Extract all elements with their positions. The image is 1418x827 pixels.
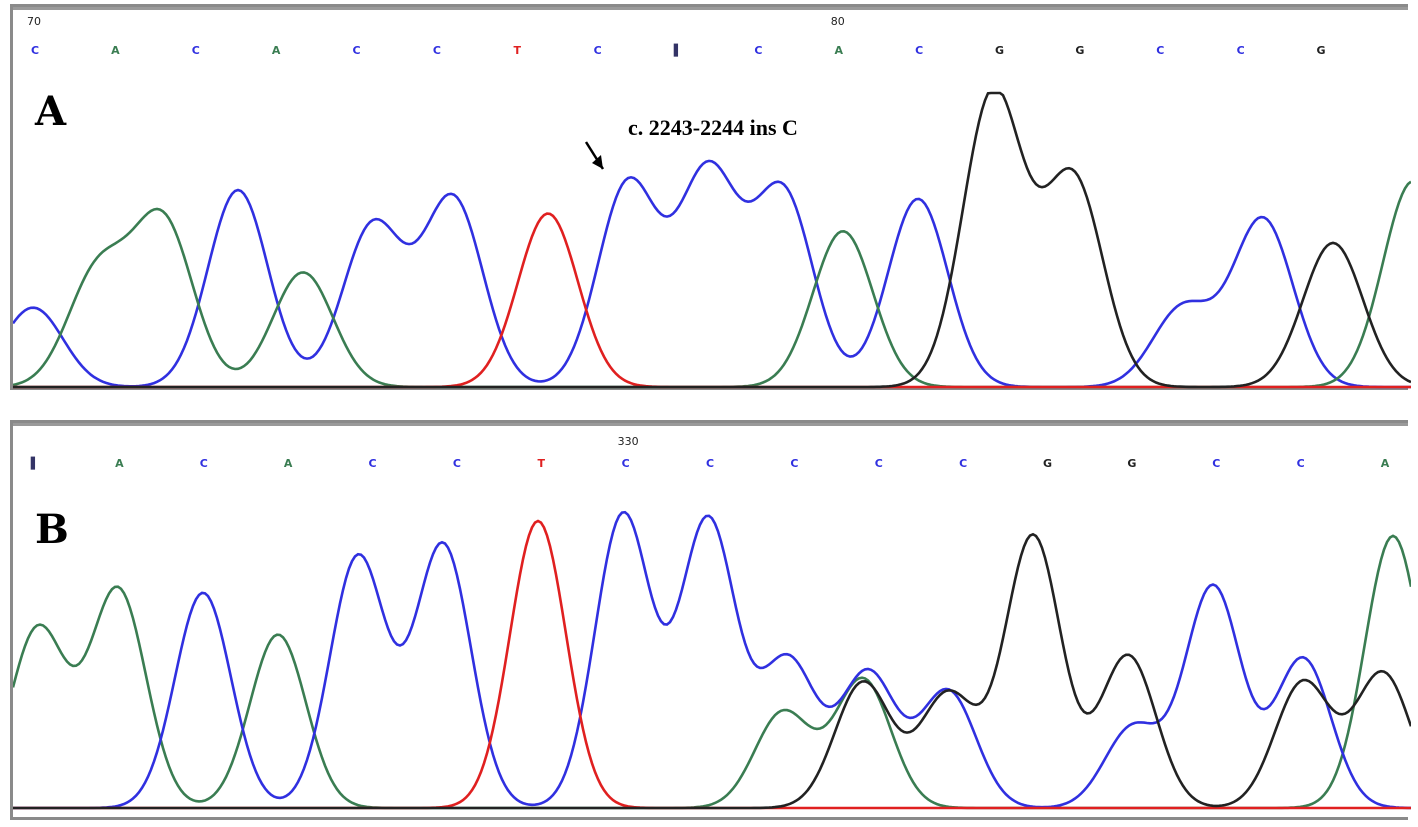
base-call-16: C bbox=[1297, 457, 1305, 470]
base-call-6: C bbox=[453, 457, 461, 470]
mutation-annotation: c. 2243-2244 ins C bbox=[628, 115, 798, 140]
annotation-arrow-head bbox=[592, 155, 603, 169]
base-call-13: G bbox=[1043, 457, 1052, 470]
trace-a bbox=[13, 534, 1411, 810]
trace-g bbox=[13, 532, 1411, 810]
base-call-14: G bbox=[1075, 44, 1084, 57]
chromatogram-panel-b: ▌ A C A C C T C C C C C G G C C A 330 B bbox=[10, 420, 1411, 820]
base-call-11: A bbox=[834, 44, 843, 57]
base-call-11: C bbox=[875, 457, 883, 470]
base-call-7: T bbox=[537, 457, 545, 470]
base-call-8: C bbox=[622, 457, 630, 470]
base-call-4: A bbox=[284, 457, 293, 470]
base-call-17: A bbox=[1381, 457, 1390, 470]
panel-label-b: B bbox=[35, 506, 69, 553]
trace-t bbox=[13, 519, 1411, 810]
base-call-10: C bbox=[754, 44, 762, 57]
base-call-7: T bbox=[513, 44, 521, 57]
base-call-2: A bbox=[111, 44, 120, 57]
base-call-6: C bbox=[433, 44, 441, 57]
base-call-15: C bbox=[1156, 44, 1164, 57]
base-call-8: C bbox=[594, 44, 602, 57]
panel-label-a: A bbox=[34, 88, 67, 135]
base-call-1: ▌ bbox=[30, 456, 39, 470]
trace-c bbox=[13, 510, 1411, 810]
position-marker-70: 70 bbox=[27, 15, 41, 28]
base-call-15: C bbox=[1212, 457, 1220, 470]
base-call-17: G bbox=[1316, 44, 1325, 57]
base-call-3: C bbox=[200, 457, 208, 470]
base-call-12: C bbox=[915, 44, 923, 57]
base-call-1: C bbox=[31, 44, 39, 57]
base-call-13: G bbox=[995, 44, 1004, 57]
position-marker-80: 80 bbox=[831, 15, 845, 28]
base-call-9: C bbox=[706, 457, 714, 470]
base-call-12: C bbox=[959, 457, 967, 470]
base-call-16: C bbox=[1237, 44, 1245, 57]
base-call-10: C bbox=[790, 457, 798, 470]
chromatogram-a-svg: C A C A C C T C ▌ C A C G G C C G 70 80 A c. 2243-2244 ins C bbox=[13, 15, 1411, 389]
trace-c bbox=[13, 159, 1411, 389]
base-call-2: A bbox=[115, 457, 124, 470]
panel-b-top-rule bbox=[13, 423, 1408, 426]
chromatogram-b-svg: ▌ A C A C C T C C C C C G G C C A 330 B bbox=[13, 435, 1411, 810]
base-call-9: ▌ bbox=[673, 43, 682, 57]
base-call-4: A bbox=[272, 44, 281, 57]
position-marker-330: 330 bbox=[618, 435, 639, 448]
trace-g bbox=[13, 91, 1411, 389]
base-call-3: C bbox=[192, 44, 200, 57]
base-call-5: C bbox=[352, 44, 360, 57]
base-call-14: G bbox=[1127, 457, 1136, 470]
panel-a-top-rule bbox=[13, 7, 1408, 10]
base-call-5: C bbox=[368, 457, 376, 470]
